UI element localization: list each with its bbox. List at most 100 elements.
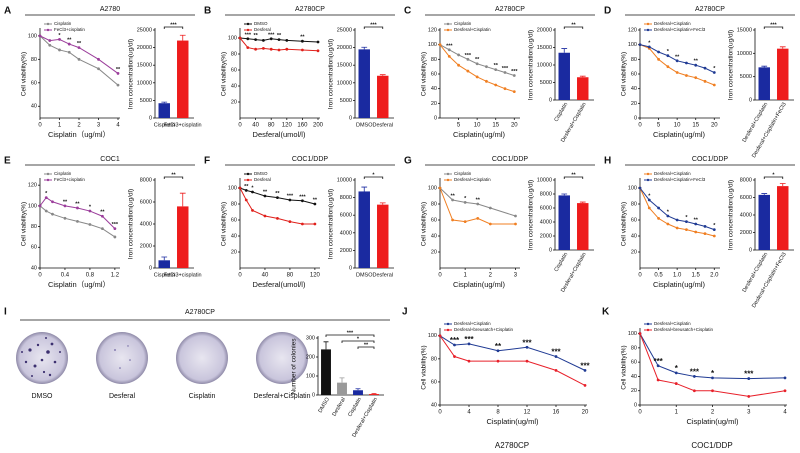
panel-title: COC1/DDP bbox=[492, 156, 529, 163]
point bbox=[316, 49, 320, 53]
dish-label: DMSO bbox=[32, 393, 54, 400]
x-tick-label: 12 bbox=[524, 410, 531, 416]
significance: ** bbox=[571, 172, 576, 178]
y-tick-label: 0 bbox=[749, 97, 752, 103]
significance: ** bbox=[75, 201, 80, 207]
y-axis-label: Iron concentration(ug/dl) bbox=[328, 189, 335, 259]
legend-label: Desferal+Cisplatin+FeCl3 bbox=[654, 177, 706, 182]
point bbox=[262, 39, 265, 42]
y-tick-label: 6000 bbox=[340, 213, 352, 219]
point bbox=[51, 200, 54, 204]
significance: * bbox=[667, 209, 670, 215]
point bbox=[503, 71, 507, 74]
dish-label: Desferal bbox=[109, 393, 136, 400]
axes bbox=[439, 328, 587, 406]
y-tick-label: 20 bbox=[631, 101, 637, 107]
point bbox=[638, 332, 642, 335]
y-tick-label: 0 bbox=[149, 265, 152, 271]
point bbox=[703, 232, 707, 236]
y-tick-label: 0 bbox=[312, 392, 315, 398]
point bbox=[712, 83, 716, 87]
point bbox=[447, 48, 451, 52]
x-tick-label: 0 bbox=[238, 123, 242, 129]
y-tick-label: 15000 bbox=[337, 63, 352, 69]
x-tick-label: 4 bbox=[116, 123, 120, 129]
x-tick-label: Cisplatin bbox=[553, 252, 569, 273]
error-bar bbox=[323, 341, 329, 350]
point bbox=[675, 59, 679, 63]
y-axis-label: Cell viability(%) bbox=[621, 52, 628, 96]
x-axis-label: Cisplatin(ug/ml) bbox=[453, 130, 506, 139]
y-tick-label: 40 bbox=[631, 86, 637, 92]
bar bbox=[358, 49, 370, 118]
legend-marker bbox=[646, 22, 650, 26]
point bbox=[101, 214, 104, 218]
y-tick-label: 6000 bbox=[740, 195, 752, 201]
point bbox=[475, 75, 479, 79]
error-bar bbox=[179, 34, 186, 41]
point bbox=[285, 39, 289, 42]
y-tick-label: 120 bbox=[628, 27, 637, 33]
error-bar bbox=[761, 193, 768, 195]
x-tick-label: 3 bbox=[514, 273, 518, 279]
legend-marker bbox=[446, 22, 450, 26]
point bbox=[254, 38, 257, 41]
x-tick-label: Desferal bbox=[373, 122, 393, 128]
x-tick-label: Cisplatin bbox=[154, 122, 175, 128]
x-tick-label: Desferal bbox=[373, 272, 393, 278]
x-axis-label: Cisplatin（ug/ml） bbox=[48, 280, 110, 289]
significance: *** bbox=[112, 222, 119, 228]
y-tick-label: 40 bbox=[231, 83, 237, 89]
series-line bbox=[439, 335, 586, 371]
point bbox=[77, 46, 81, 49]
point bbox=[496, 349, 500, 353]
significance: * bbox=[464, 196, 467, 202]
significance: *** bbox=[268, 32, 275, 38]
error-bar bbox=[779, 183, 786, 187]
point bbox=[657, 50, 660, 54]
panel-letter: A bbox=[4, 6, 11, 17]
panel-letter: B bbox=[204, 6, 211, 17]
significance: ** bbox=[364, 342, 369, 348]
x-tick-label: Cisplatin bbox=[154, 272, 175, 278]
y-tick-label: 40 bbox=[431, 86, 437, 92]
y-tick-label: 80 bbox=[31, 224, 37, 230]
y-tick-label: 15000 bbox=[137, 63, 152, 69]
y-tick-label: 20 bbox=[631, 249, 637, 255]
legend-marker bbox=[446, 328, 450, 332]
series-line bbox=[439, 187, 516, 217]
point bbox=[675, 71, 679, 74]
legend-label: Cisplatin bbox=[454, 171, 472, 176]
y-tick-label: 8000 bbox=[540, 191, 552, 197]
point bbox=[301, 222, 304, 226]
y-tick-label: 100 bbox=[628, 185, 637, 191]
significance: ** bbox=[300, 35, 305, 41]
legend-label: Desferal+Cisplatin bbox=[454, 27, 491, 32]
significance: *** bbox=[511, 69, 518, 75]
point bbox=[263, 214, 267, 218]
y-tick-label: 20 bbox=[431, 101, 437, 107]
x-tick-label: DMSO bbox=[356, 272, 373, 278]
significance: ** bbox=[100, 210, 105, 216]
x-tick-label: 200 bbox=[313, 123, 324, 129]
significance: *** bbox=[299, 194, 306, 200]
error-bar bbox=[561, 193, 568, 196]
panel-letter: E bbox=[4, 156, 11, 167]
significance: * bbox=[667, 49, 670, 55]
y-tick-label: 100 bbox=[428, 333, 437, 339]
point bbox=[44, 209, 48, 213]
legend-marker bbox=[446, 178, 450, 182]
y-axis-label: Cell viability(%) bbox=[21, 52, 28, 96]
point bbox=[747, 395, 751, 398]
x-tick-label: 80 bbox=[268, 123, 275, 129]
point bbox=[703, 79, 707, 83]
x-axis-label: Cisplatin(ug/ml) bbox=[686, 417, 739, 426]
point bbox=[494, 68, 498, 71]
x-tick-label: 0 bbox=[438, 410, 442, 416]
significance: *** bbox=[465, 53, 472, 59]
point bbox=[438, 334, 442, 338]
y-tick-label: 10000 bbox=[137, 80, 152, 86]
y-tick-label: 0 bbox=[749, 247, 752, 253]
